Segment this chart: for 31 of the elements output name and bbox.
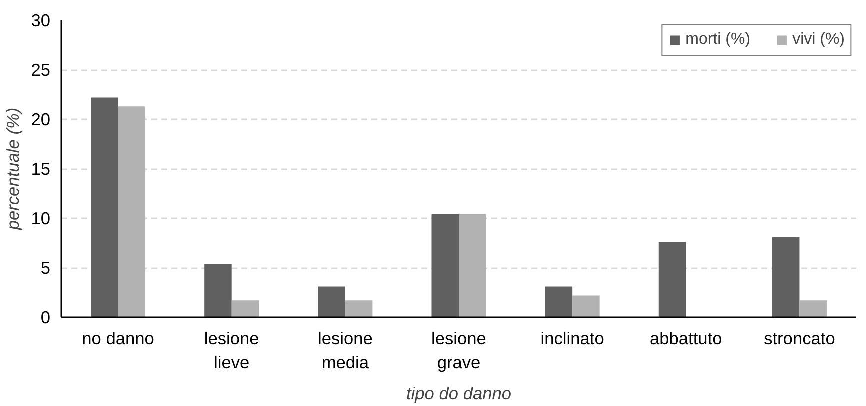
y-tick-label: 0 xyxy=(40,308,51,328)
y-tick-label: 10 xyxy=(31,208,51,228)
y-tick-label: 20 xyxy=(31,110,51,130)
bar xyxy=(345,300,373,318)
y-tick-label: 30 xyxy=(31,10,51,30)
bar xyxy=(432,214,459,318)
bar xyxy=(572,296,600,318)
x-tick-label: lesione media xyxy=(318,328,373,372)
bar xyxy=(118,106,146,318)
bar xyxy=(658,242,686,318)
bar xyxy=(91,98,118,318)
bar xyxy=(204,264,232,318)
legend-label: vivi (%) xyxy=(792,31,845,49)
x-tick-label: inclinato xyxy=(540,328,604,348)
y-axis-title: percentuale (%) xyxy=(3,108,24,232)
x-tick-label: lesione lieve xyxy=(204,328,260,372)
bar xyxy=(772,237,800,318)
x-tick-label: lesione grave xyxy=(432,328,486,372)
x-tick-label: stroncato xyxy=(764,328,836,348)
bar xyxy=(800,300,827,318)
x-tick-label: no danno xyxy=(82,328,154,348)
x-tick-label: abbattuto xyxy=(650,328,722,348)
bar xyxy=(232,300,260,318)
y-tick-label: 15 xyxy=(31,159,51,179)
legend-label: morti (%) xyxy=(686,31,751,49)
bar xyxy=(545,286,573,318)
y-tick-label: 5 xyxy=(40,258,51,278)
x-axis-title: tipo do danno xyxy=(406,384,512,404)
y-tick-label: 25 xyxy=(31,60,51,80)
bar xyxy=(459,214,486,318)
bar xyxy=(318,286,346,318)
